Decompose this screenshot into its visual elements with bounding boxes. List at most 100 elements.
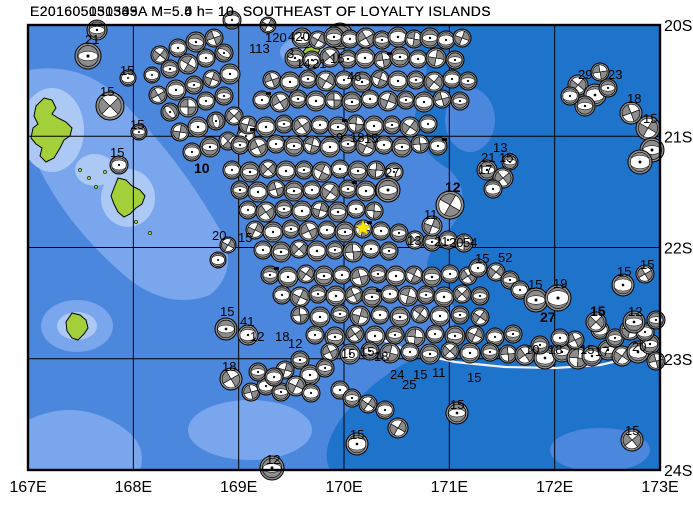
focal-mechanism-beachball [358,394,378,414]
focal-mechanism-beachball [338,179,358,199]
axis-label-lat-24: 24S [664,463,692,480]
focal-mechanism-beachball [605,328,625,348]
focal-mechanism-beachball [274,114,294,134]
focal-mechanism-beachball [289,286,311,308]
focal-mechanism-beachball [598,78,618,98]
depth-label: 54 [463,235,477,250]
depth-label: 13 [493,140,507,155]
focal-mechanism-beachball [315,358,335,378]
depth-label: 41 [240,314,254,329]
focal-mechanism-beachball [375,400,395,420]
focal-mechanism-beachball [440,341,460,361]
focal-mechanism-beachball [349,266,371,288]
focal-mechanism-beachball [247,181,269,203]
focal-mechanism-beachball [320,342,340,362]
focal-mechanism-beachball [302,135,322,155]
focal-mechanism-beachball [581,345,603,367]
focal-mechanism-beachball [355,135,377,157]
focal-mechanism-beachball [405,230,425,250]
focal-mechanism-beachball [425,47,447,69]
focal-mechanism-beachball [308,284,328,304]
depth-label: 15 [625,423,639,438]
focal-mechanism-beachball [319,136,341,158]
focal-mechanism-beachball [283,135,305,157]
focal-mechanism-beachball [468,258,488,278]
depth-label: 12 [628,304,642,319]
focal-mechanism-beachball [219,367,243,391]
focal-mechanism-beachball [385,325,405,345]
focal-mechanism-beachball [611,273,635,297]
depth-label: 20 [449,235,463,250]
beachball-layer [74,10,666,481]
focal-mechanism-beachball [363,115,385,137]
focal-mechanism-beachball [345,432,369,456]
focal-mechanism-beachball [384,162,404,182]
ink-speck [387,52,392,55]
depth-label: 15 [220,304,234,319]
depth-label: 11 [432,365,446,380]
depth-label: 23 [608,67,622,82]
depth-label: 15 [475,251,489,266]
depth-label: 24 [390,367,404,382]
focal-mechanism-beachball [330,159,350,179]
focal-mechanism-beachball [379,342,401,364]
focal-mechanism-beachball [308,30,328,50]
depth-label: 15 [580,342,594,357]
focal-mechanism-beachball [315,70,337,92]
focal-mechanism-beachball [370,69,390,89]
focal-mechanism-beachball [476,159,498,181]
focal-mechanism-beachball [302,50,322,70]
depth-label: 15 [330,51,344,66]
axis-label-lon-173: 173E [641,479,678,496]
focal-mechanism-beachball [255,201,277,223]
depth-label: 12 [266,452,280,467]
axis-label-lon-171: 171E [431,479,468,496]
focal-mechanism-beachball [342,388,362,408]
depth-label: 15 [360,344,374,359]
focal-mechanism-beachball [523,287,549,313]
depth-label: 15 [120,63,134,78]
focal-mechanism-beachball [306,240,328,262]
focal-mechanism-beachball [360,89,380,109]
depth-label: 15 [130,117,144,132]
focal-mechanism-beachball [327,201,349,223]
focal-mechanism-beachball [389,223,409,243]
focal-mechanism-beachball [209,251,227,269]
focal-mechanism-beachball [95,91,125,121]
focal-mechanism-beachball [214,43,234,63]
focal-mechanism-beachball [289,239,309,259]
focal-mechanism-beachball [635,264,655,284]
focal-mechanism-beachball [262,221,284,243]
focal-mechanism-beachball [130,123,148,141]
focal-mechanism-beachball [429,305,451,327]
focal-mechanism-beachball [270,241,292,263]
focal-mechanism-beachball [323,26,345,48]
focal-mechanism-beachball [458,71,478,91]
focal-mechanism-beachball [360,341,380,361]
focal-mechanism-beachball [371,221,391,241]
focal-mechanism-beachball [428,136,448,156]
focal-mechanism-beachball [283,180,305,202]
focal-mechanism-beachball [196,48,216,68]
focal-mechanism-beachball [354,47,376,69]
depth-label: 17 [595,344,609,359]
focal-mechanism-beachball [440,264,460,284]
focal-mechanism-beachball [339,343,361,365]
depth-label: 15 [590,303,606,319]
focal-mechanism-beachball [182,142,202,162]
islet-speck [87,176,91,180]
focal-mechanism-beachball [442,69,462,89]
epicenter-star-marker [354,219,372,236]
focal-mechanism-beachball [459,342,481,364]
focal-mechanism-beachball [177,96,199,118]
focal-mechanism-beachball [627,149,653,175]
focal-mechanism-beachball [501,153,519,171]
ink-speck [367,221,372,224]
focal-mechanism-beachball [109,155,129,175]
depth-label: 21 [434,234,448,249]
focal-mechanism-beachball [341,91,363,113]
depth-label: 46 [347,69,361,84]
focal-mechanism-beachball [279,71,301,93]
